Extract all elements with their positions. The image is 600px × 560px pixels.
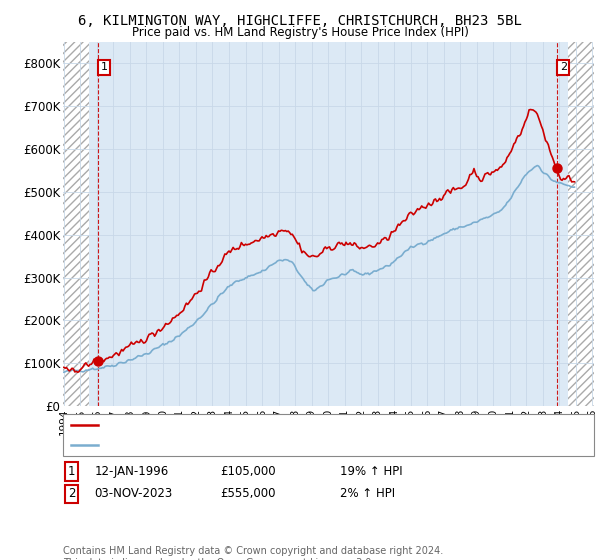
Text: 2: 2 — [68, 487, 76, 501]
Bar — [568, 42, 594, 406]
Text: 03-NOV-2023: 03-NOV-2023 — [94, 487, 172, 501]
Text: 1: 1 — [100, 63, 107, 72]
Text: 19% ↑ HPI: 19% ↑ HPI — [340, 465, 403, 478]
Text: £105,000: £105,000 — [220, 465, 276, 478]
Text: £555,000: £555,000 — [220, 487, 276, 501]
Text: HPI: Average price, detached house, Bournemouth Christchurch and Poole: HPI: Average price, detached house, Bour… — [104, 440, 510, 450]
Text: 1: 1 — [68, 465, 76, 478]
Text: Contains HM Land Registry data © Crown copyright and database right 2024.
This d: Contains HM Land Registry data © Crown c… — [63, 546, 443, 560]
Text: 6, KILMINGTON WAY, HIGHCLIFFE, CHRISTCHURCH, BH23 5BL (detached house): 6, KILMINGTON WAY, HIGHCLIFFE, CHRISTCHU… — [104, 421, 538, 430]
Text: 12-JAN-1996: 12-JAN-1996 — [94, 465, 169, 478]
Text: 6, KILMINGTON WAY, HIGHCLIFFE, CHRISTCHURCH, BH23 5BL: 6, KILMINGTON WAY, HIGHCLIFFE, CHRISTCHU… — [78, 14, 522, 28]
Text: Price paid vs. HM Land Registry's House Price Index (HPI): Price paid vs. HM Land Registry's House … — [131, 26, 469, 39]
Text: 2: 2 — [560, 63, 567, 72]
Bar — [63, 42, 89, 406]
Text: 2% ↑ HPI: 2% ↑ HPI — [340, 487, 395, 501]
